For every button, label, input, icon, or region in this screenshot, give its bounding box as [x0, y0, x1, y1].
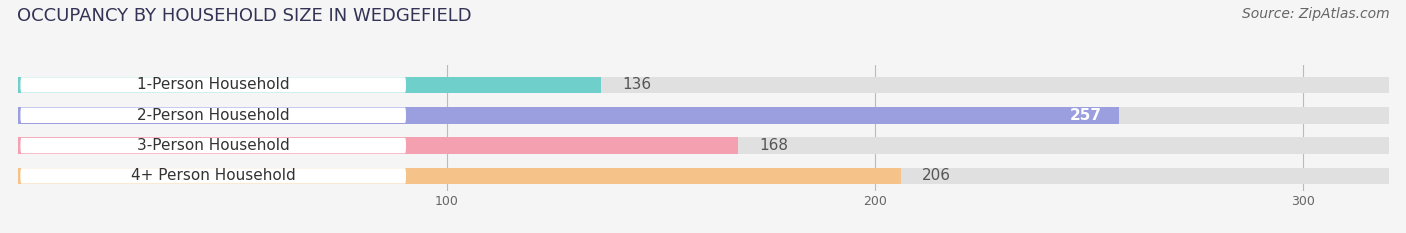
Bar [18, 137, 1389, 154]
Bar [18, 77, 1389, 93]
Text: 2-Person Household: 2-Person Household [136, 108, 290, 123]
Text: Source: ZipAtlas.com: Source: ZipAtlas.com [1241, 7, 1389, 21]
Text: 4+ Person Household: 4+ Person Household [131, 168, 295, 183]
FancyBboxPatch shape [21, 168, 406, 184]
Text: 206: 206 [922, 168, 952, 183]
Bar [18, 107, 1119, 123]
Text: 257: 257 [1070, 108, 1102, 123]
Text: 168: 168 [759, 138, 789, 153]
Bar [18, 77, 600, 93]
Bar [18, 168, 1389, 184]
Text: 136: 136 [623, 77, 651, 93]
Bar [18, 168, 901, 184]
Text: 1-Person Household: 1-Person Household [136, 77, 290, 93]
FancyBboxPatch shape [21, 108, 406, 123]
FancyBboxPatch shape [21, 77, 406, 93]
Text: 3-Person Household: 3-Person Household [136, 138, 290, 153]
Bar [18, 137, 738, 154]
Bar [18, 107, 1389, 123]
Text: OCCUPANCY BY HOUSEHOLD SIZE IN WEDGEFIELD: OCCUPANCY BY HOUSEHOLD SIZE IN WEDGEFIEL… [17, 7, 471, 25]
FancyBboxPatch shape [21, 138, 406, 153]
